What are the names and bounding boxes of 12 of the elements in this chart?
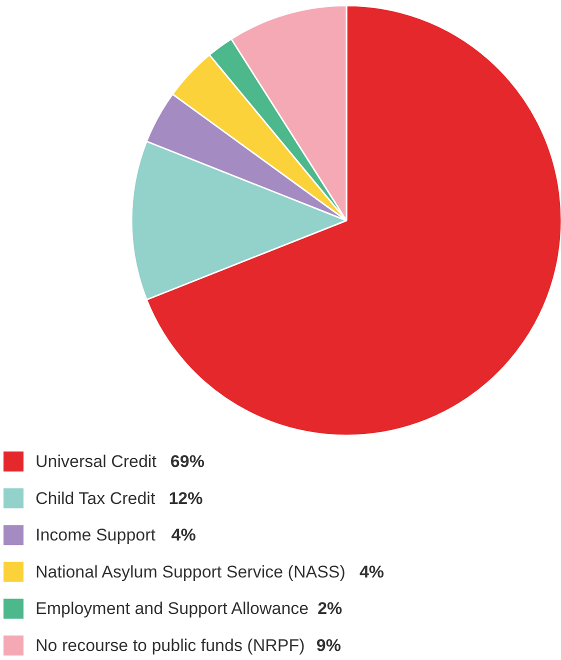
legend-label: Child Tax Credit: [36, 488, 156, 508]
legend-label: National Asylum Support Service (NASS): [36, 562, 346, 582]
data-label: 4%: [359, 562, 384, 582]
data-label: 69%: [170, 452, 204, 471]
legend-label: Income Support: [36, 526, 156, 545]
data-label: 4%: [171, 526, 196, 545]
data-label: 12%: [168, 488, 203, 508]
legend-label: Universal Credit: [36, 452, 157, 471]
data-label: 9%: [316, 636, 342, 655]
data-label: 2%: [318, 599, 342, 618]
legend-label: No recourse to public funds (NRPF): [36, 636, 305, 655]
legend-label: Employment and Support Allowance: [36, 599, 309, 618]
